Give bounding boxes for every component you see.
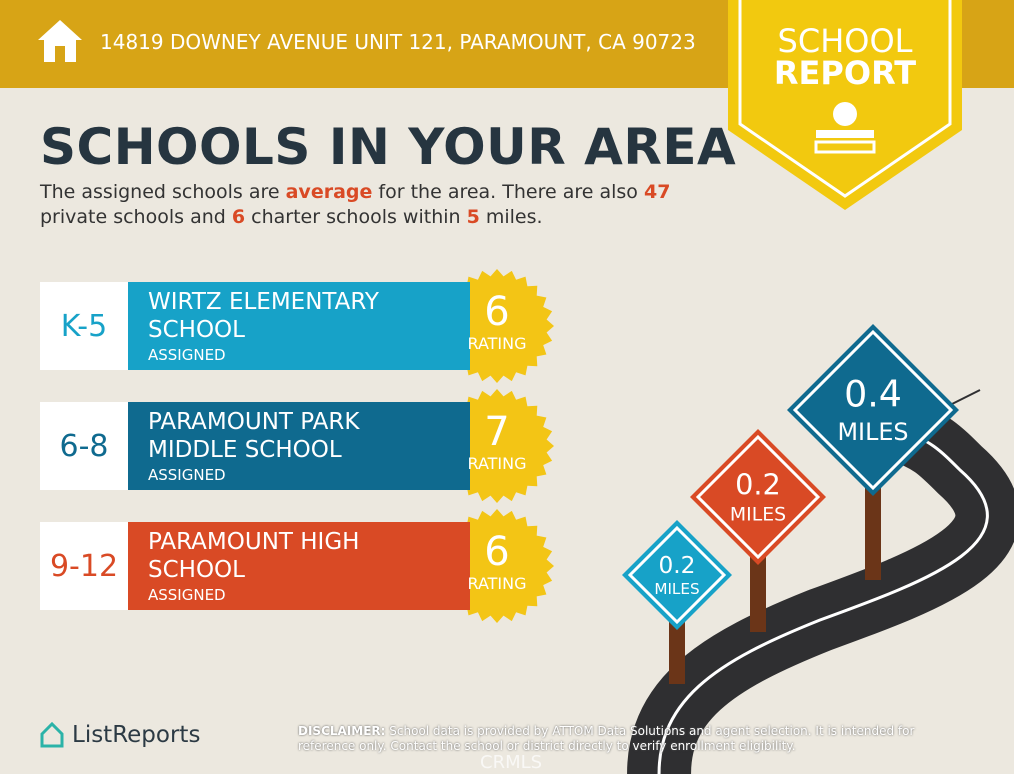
- rating: 7 RATING: [442, 410, 552, 473]
- sign-post: [750, 555, 766, 632]
- rating-label: RATING: [467, 334, 527, 353]
- sign-post: [865, 486, 881, 580]
- sign-border: [792, 329, 954, 491]
- badge-line: REPORT: [774, 54, 916, 92]
- school-band: PARAMOUNT HIGH SCHOOL ASSIGNED: [128, 522, 470, 610]
- watermark: CRMLS: [480, 752, 543, 773]
- school-name: WIRTZ ELEMENTARY SCHOOL: [148, 289, 379, 343]
- sign-border: [627, 525, 727, 625]
- logo: ListReports: [72, 722, 201, 748]
- school-status: ASSIGNED: [148, 346, 226, 364]
- road-line: [657, 428, 989, 774]
- sign-distance: 0.2: [735, 467, 781, 501]
- disclaimer-text: School data is provided by ATTOM Data So…: [298, 724, 915, 753]
- title: SCHOOLS IN YOUR AREA: [40, 118, 737, 176]
- school-status: ASSIGNED: [148, 586, 226, 604]
- school-status: ASSIGNED: [148, 466, 226, 484]
- logo-icon: [40, 721, 64, 748]
- sign: [690, 429, 826, 565]
- rating-label: RATING: [467, 454, 527, 473]
- summary-text: charter schools within: [245, 206, 467, 228]
- summary-text: miles.: [479, 206, 543, 228]
- sign-border: [695, 434, 821, 560]
- summary: The assigned schools are average for the…: [40, 180, 720, 230]
- school-name: PARAMOUNT PARK MIDDLE SCHOOL: [148, 409, 360, 463]
- sign-unit: MILES: [838, 418, 909, 446]
- summary-highlight: average: [285, 181, 373, 203]
- sign-post: [669, 620, 685, 684]
- rating-value: 7: [484, 409, 510, 455]
- grade: 6-8: [40, 402, 128, 490]
- sign-unit: MILES: [654, 580, 699, 598]
- sign-distance: 0.4: [844, 373, 902, 416]
- rating-label: RATING: [467, 574, 527, 593]
- home-icon: [38, 20, 82, 62]
- sign: [622, 520, 732, 630]
- grade: K-5: [40, 282, 128, 370]
- summary-text: The assigned schools are: [40, 181, 286, 203]
- summary-text: for the area. There are also: [372, 181, 644, 203]
- school-name: PARAMOUNT HIGH SCHOOL: [148, 529, 360, 583]
- rating: 6 RATING: [442, 530, 552, 593]
- grade: 9-12: [40, 522, 128, 610]
- sign-distance: 0.2: [659, 552, 696, 579]
- disclaimer-label: DISCLAIMER:: [298, 724, 386, 738]
- rating-value: 6: [484, 289, 510, 335]
- school-band: PARAMOUNT PARK MIDDLE SCHOOL ASSIGNED: [128, 402, 470, 490]
- school-band: WIRTZ ELEMENTARY SCHOOL ASSIGNED: [128, 282, 470, 370]
- summary-text: private schools and: [40, 206, 232, 228]
- sign: [787, 324, 959, 496]
- summary-highlight: 5: [466, 206, 480, 228]
- badge-line: SCHOOL: [778, 22, 913, 60]
- address: 14819 DOWNEY AVENUE UNIT 121, PARAMOUNT,…: [100, 30, 696, 54]
- summary-highlight: 6: [231, 206, 246, 228]
- badge: SCHOOL REPORT: [728, 0, 962, 210]
- disclaimer: DISCLAIMER: School data is provided by A…: [298, 724, 968, 754]
- rating-value: 6: [484, 529, 510, 575]
- summary-highlight: 47: [643, 181, 671, 203]
- sign-unit: MILES: [730, 505, 786, 526]
- rating: 6 RATING: [442, 290, 552, 353]
